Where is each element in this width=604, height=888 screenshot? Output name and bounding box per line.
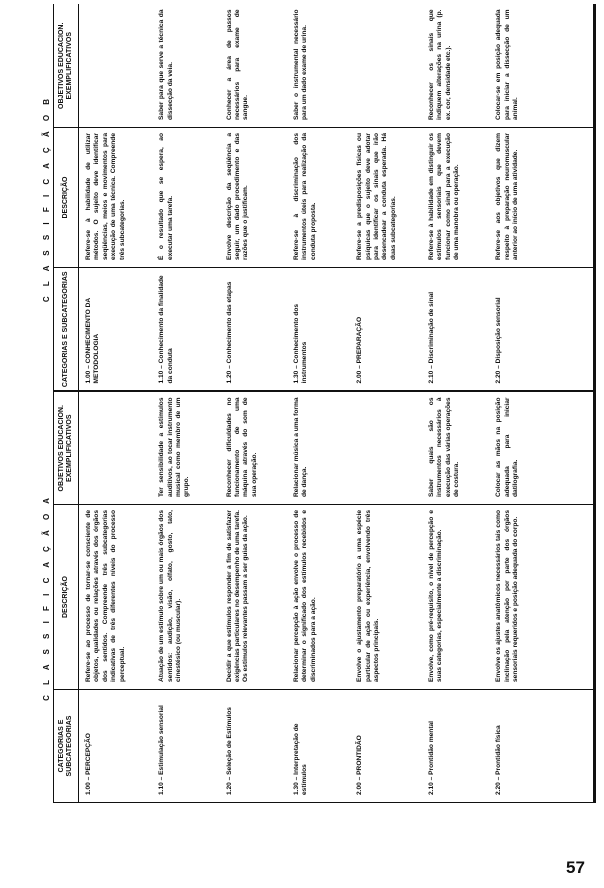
header-b-categories: CATEGORIAS E SUBCATEGORIAS bbox=[53, 267, 79, 392]
page-number: 57 bbox=[566, 858, 585, 877]
b-cat-cell: 1.10 – Conhecimento da finalidade da con… bbox=[152, 267, 220, 392]
header-a-description: DESCRIÇÃO bbox=[53, 504, 79, 690]
a-cat-cell: 1.30 – Interpretação de estímulos bbox=[286, 689, 351, 803]
header-a-categories: CATEGORIAS E SUBCATEGORIAS bbox=[53, 689, 79, 803]
a-cat-cell: 1.10 – Estimulação sensorial bbox=[152, 689, 220, 803]
b-desc-cell: Refere-se à discriminação dos instrument… bbox=[286, 127, 351, 268]
header-b-description: DESCRIÇÃO bbox=[53, 127, 79, 268]
classification-a-title: C L A S S I F I C A Ç Ã O A bbox=[42, 494, 51, 701]
a-obj-cell: Reconhecer dificuldades no funcionamento… bbox=[219, 391, 287, 505]
a-desc-cell: Atuação de um estímulo sobre um ou mais … bbox=[152, 504, 220, 690]
b-cat-cell: 1.20 – Conhecimento das etapas bbox=[219, 267, 287, 392]
b-obj-cell: Saber o instrumental necessário para um … bbox=[286, 4, 351, 128]
a-cat-cell: 1.20 – Seleção de Estímulos bbox=[219, 689, 287, 803]
a-desc-cell: Decidir a que estímulos responder a fim … bbox=[219, 504, 287, 690]
table-row: 2.00 – PRONTIDÃO Envolve o ajustamento pr… bbox=[350, 4, 422, 803]
table-row: 1.30 – Interpretação de estímulos Relacio… bbox=[286, 4, 351, 803]
table-row: 1.10 – Estimulação sensorial Atuação de u… bbox=[152, 4, 220, 803]
table-row: 1.20 – Seleção de Estímulos Decidir a que… bbox=[219, 4, 287, 803]
a-obj-cell: Relacionar música a uma forma de dança. bbox=[286, 391, 351, 505]
b-obj-cell bbox=[78, 4, 153, 128]
header-b-objectives: OBJETIVOS EDUCACION. EXEMPLIFICATIVOS bbox=[53, 4, 79, 128]
a-obj-cell: Saber quais são os instrumentos necessár… bbox=[421, 391, 490, 505]
a-cat-cell: 1.00 – PERCEPÇÃO bbox=[78, 689, 153, 803]
table-row: 2.10 – Prontidão mental Envolve, como pré… bbox=[421, 4, 490, 803]
a-obj-cell bbox=[78, 391, 153, 505]
a-desc-cell: Relacionar percepção à ação envolve o pr… bbox=[286, 504, 351, 690]
b-cat-cell: 1.00 – CONHECIMENTO DA METODOLOGIA bbox=[78, 267, 153, 392]
a-cat-cell: 2.00 – PRONTIDÃO bbox=[350, 689, 422, 803]
b-obj-cell: Conhecer a área de passos necessários pa… bbox=[219, 4, 287, 128]
classification-titles: C L A S S I F I C A Ç Ã O A C L A S S I … bbox=[40, 5, 53, 803]
classification-b-title: C L A S S I F I C A Ç Ã O B bbox=[42, 94, 51, 303]
a-desc-cell: Refere-se ao processo de tornar-se consc… bbox=[78, 504, 153, 690]
b-desc-cell: Refere-se à habilidade de utilizar métod… bbox=[78, 127, 153, 268]
b-desc-cell: Refere-se à habilidade em distinguir os … bbox=[421, 127, 490, 268]
b-desc-cell: Refere-se a predisposições físicas ou ps… bbox=[350, 127, 422, 268]
b-cat-cell: 2.00 – PREPARAÇÃO bbox=[350, 267, 422, 392]
a-obj-cell bbox=[350, 391, 422, 505]
table-row: 1.00 – PERCEPÇÃO Refere-se ao processo de… bbox=[78, 4, 153, 803]
header-row: CATEGORIAS E SUBCATEGORIAS DESCRIÇÃO OBJ… bbox=[53, 4, 79, 803]
a-cat-cell: 2.20 – Prontidão física bbox=[489, 689, 595, 803]
table-row: 2.20 – Prontidão física Envolve os ajuste… bbox=[489, 4, 595, 803]
a-desc-cell: Envolve o ajustamento preparatório a uma… bbox=[350, 504, 422, 690]
a-obj-cell: Colocar as mãos na posição adequada para… bbox=[489, 391, 595, 505]
b-obj-cell bbox=[350, 4, 422, 128]
classification-table-page: C L A S S I F I C A Ç Ã O A C L A S S I … bbox=[40, 4, 596, 803]
b-cat-cell: 2.10 – Discriminação de sinal bbox=[421, 267, 490, 392]
a-desc-cell: Envolve os ajustes anatômicos necessário… bbox=[489, 504, 595, 690]
b-desc-cell: É o resultado que se espera, ao executar… bbox=[152, 127, 220, 268]
classification-table: CATEGORIAS E SUBCATEGORIAS DESCRIÇÃO OBJ… bbox=[53, 4, 596, 803]
b-cat-cell: 2.20 – Disposição sensorial bbox=[489, 267, 595, 392]
a-desc-cell: Envolve, como pré-requisito, o nível de … bbox=[421, 504, 490, 690]
b-desc-cell: Refere-se aos objetivos que dizem respei… bbox=[489, 127, 595, 268]
b-obj-cell: Colocar-se em posição adequada para inic… bbox=[489, 4, 595, 128]
b-obj-cell: Reconhecer os sinais que indiquem altera… bbox=[421, 4, 490, 128]
a-cat-cell: 2.10 – Prontidão mental bbox=[421, 689, 490, 803]
header-a-objectives: OBJETIVOS EDUCACION. EXEMPLIFICATIVOS bbox=[53, 391, 79, 505]
b-desc-cell: Envolve descrição da seqüência a seguir,… bbox=[219, 127, 287, 268]
b-cat-cell: 1.30 – Conhecimento dos instrumentos bbox=[286, 267, 351, 392]
b-obj-cell: Saber para que serve a técnica da dissec… bbox=[152, 4, 220, 128]
table-body: 1.00 – PERCEPÇÃO Refere-se ao processo de… bbox=[78, 4, 595, 803]
a-obj-cell: Ter sensibilidade a estímulos auditivos,… bbox=[152, 391, 220, 505]
